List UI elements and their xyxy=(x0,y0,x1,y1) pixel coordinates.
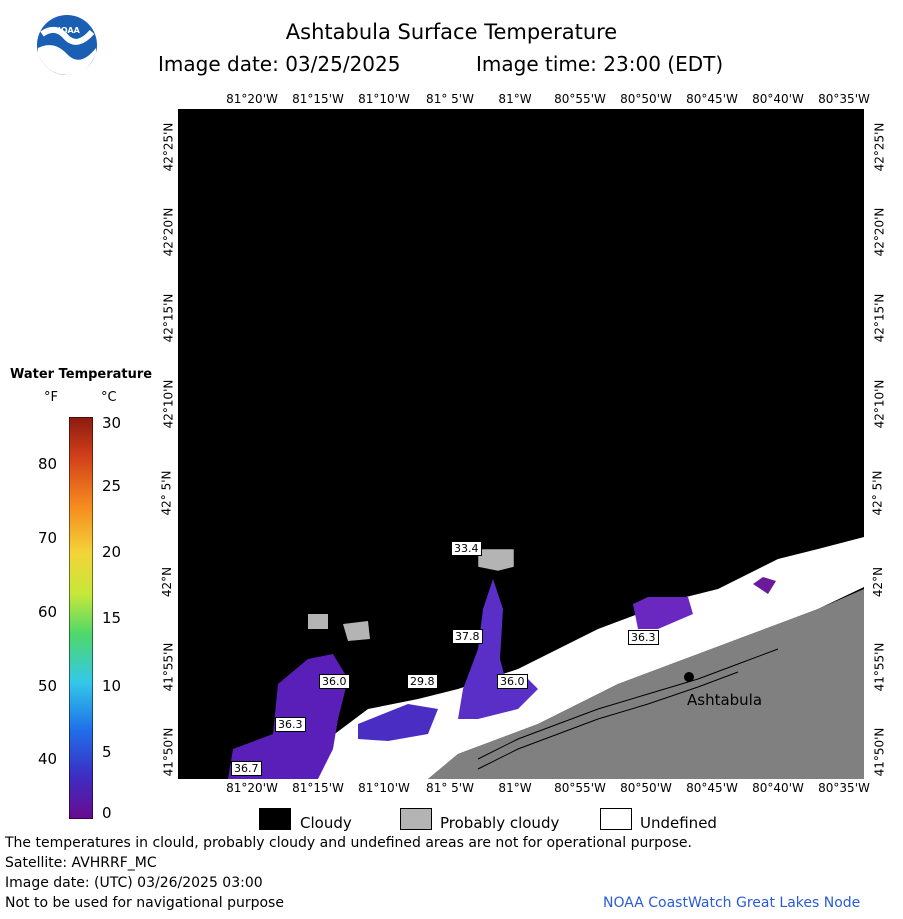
lon-label-top: 80°35'W xyxy=(818,92,870,106)
lat-label-right: 41°55'N xyxy=(872,642,887,692)
lat-label-left: 42°20'N xyxy=(161,207,176,257)
temperature-map xyxy=(178,109,864,779)
temp-label: 37.8 xyxy=(452,629,483,644)
lon-label-bottom: 81°20'W xyxy=(226,781,278,795)
undefined-key-label: Undefined xyxy=(640,814,717,832)
legend-unit-f: °F xyxy=(44,390,58,405)
lat-label-right: 42°20'N xyxy=(872,207,887,257)
water-temp-patch xyxy=(633,597,693,629)
footer-note: The temperatures in clould, probably clo… xyxy=(5,835,692,851)
lon-label-bottom: 80°45'W xyxy=(686,781,738,795)
c-tick: 15 xyxy=(102,609,122,627)
ashtabula-marker xyxy=(684,672,694,682)
temp-label: 36.0 xyxy=(497,674,528,689)
lon-label-bottom: 81°15'W xyxy=(292,781,344,795)
temp-label: 36.3 xyxy=(628,630,659,645)
lat-label-left: 42° 5'N xyxy=(159,470,174,516)
page-title: Ashtabula Surface Temperature xyxy=(285,20,618,44)
f-tick: 80 xyxy=(38,455,58,473)
lon-label-bottom: 80°50'W xyxy=(620,781,672,795)
lon-label-top: 81° 5'W xyxy=(426,92,474,106)
lon-label-bottom: 81° 5'W xyxy=(426,781,474,795)
temp-label: 36.7 xyxy=(231,761,262,776)
lon-label-top: 80°55'W xyxy=(554,92,606,106)
lat-label-right: 42° 5'N xyxy=(870,470,885,516)
lat-label-right: 42°10'N xyxy=(872,379,887,429)
c-tick: 30 xyxy=(102,414,122,432)
f-tick: 70 xyxy=(38,529,58,547)
temp-label: 36.3 xyxy=(275,717,306,732)
c-tick: 20 xyxy=(102,543,122,561)
lat-label-left: 42°N xyxy=(160,566,175,598)
lon-label-bottom: 80°55'W xyxy=(554,781,606,795)
cloudy-key-swatch xyxy=(259,808,291,830)
c-tick: 0 xyxy=(102,804,112,822)
f-tick: 60 xyxy=(38,603,58,621)
logo-text: NOAA xyxy=(54,26,80,35)
undefined-key-swatch xyxy=(600,808,632,830)
lon-label-top: 81°20'W xyxy=(226,92,278,106)
lat-label-right: 42°25'N xyxy=(872,122,887,172)
temp-label: 33.4 xyxy=(451,541,482,556)
water-temp-patch xyxy=(753,577,776,594)
f-tick: 40 xyxy=(38,750,58,768)
noaa-logo-icon xyxy=(37,15,97,76)
probably-cloudy-key-swatch xyxy=(400,808,432,830)
f-tick: 50 xyxy=(38,677,58,695)
temp-label: 36.0 xyxy=(319,674,350,689)
probably-cloudy-key-label: Probably cloudy xyxy=(440,814,560,832)
lat-label-right: 42°15'N xyxy=(872,293,887,343)
water-temp-patch xyxy=(228,654,348,779)
lon-label-bottom: 80°40'W xyxy=(752,781,804,795)
lat-label-left: 42°15'N xyxy=(161,293,176,343)
undefined-region xyxy=(308,537,864,779)
lon-label-bottom: 80°35'W xyxy=(818,781,870,795)
footer-satellite: Satellite: AVHRRF_MC xyxy=(5,855,157,871)
contour-line xyxy=(477,671,739,770)
lon-label-top: 81°15'W xyxy=(292,92,344,106)
footer-credit: NOAA CoastWatch Great Lakes Node xyxy=(603,895,861,911)
lat-label-right: 41°50'N xyxy=(872,727,887,777)
lat-label-left: 41°55'N xyxy=(161,642,176,692)
lon-label-top: 80°45'W xyxy=(686,92,738,106)
lat-label-right: 42°N xyxy=(871,566,886,598)
footer-nav-warning: Not to be used for navigational purpose xyxy=(5,895,284,911)
lat-label-left: 42°25'N xyxy=(161,122,176,172)
lon-label-bottom: 81°10'W xyxy=(358,781,410,795)
color-bar-fill xyxy=(69,417,93,819)
probably-cloudy-patch xyxy=(308,614,328,629)
contour-line xyxy=(477,648,779,760)
image-date: Image date: 03/25/2025 xyxy=(158,52,401,76)
lat-label-left: 41°50'N xyxy=(161,727,176,777)
noaa-logo: NOAA xyxy=(36,14,98,76)
lon-label-bottom: 81°W xyxy=(498,781,532,795)
probably-cloudy-patch xyxy=(477,548,515,572)
temp-label: 29.8 xyxy=(407,674,438,689)
water-temp-patch xyxy=(358,704,438,741)
lon-label-top: 80°50'W xyxy=(620,92,672,106)
city-label: Ashtabula xyxy=(687,691,763,709)
c-tick: 25 xyxy=(102,477,122,495)
color-bar xyxy=(69,417,93,819)
legend-unit-c: °C xyxy=(101,390,117,405)
lon-label-top: 80°40'W xyxy=(752,92,804,106)
footer-utc-date: Image date: (UTC) 03/26/2025 03:00 xyxy=(5,875,263,891)
lat-label-left: 42°10'N xyxy=(161,379,176,429)
lon-label-top: 81°10'W xyxy=(358,92,410,106)
legend-title: Water Temperature xyxy=(10,367,153,382)
lon-label-top: 81°W xyxy=(498,92,532,106)
image-time: Image time: 23:00 (EDT) xyxy=(476,52,724,76)
c-tick: 5 xyxy=(102,743,112,761)
c-tick: 10 xyxy=(102,677,122,695)
cloudy-key-label: Cloudy xyxy=(300,814,352,832)
probably-cloudy-patch xyxy=(343,621,370,641)
